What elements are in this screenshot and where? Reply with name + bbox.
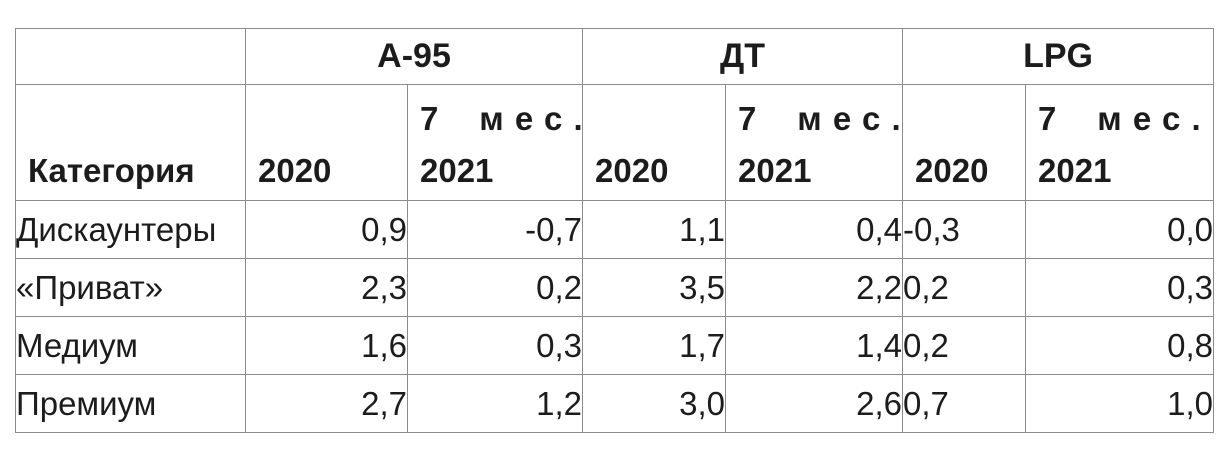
category-cell: Премиум <box>15 374 246 433</box>
header-2021-label: 2021 <box>738 152 812 190</box>
value-cell-a95-2020: 2,3 <box>245 258 408 317</box>
value-cell-lpg-2021: 1,0 <box>1025 374 1215 433</box>
value-cell-dt-2020: 1,7 <box>582 316 727 375</box>
group-header-lpg: LPG <box>902 28 1215 85</box>
category-cell: Дискаунтеры <box>15 200 246 259</box>
value-cell-a95-2021: 1,2 <box>406 374 584 433</box>
header-7mes-label: 7 мес. <box>738 100 903 138</box>
empty-corner-cell <box>15 28 246 85</box>
value-cell-lpg-2020: -0,3 <box>902 200 1027 259</box>
column-header-lpg-7mes-2021: 7 мес. 2021 <box>1025 84 1215 201</box>
group-header-dt: ДТ <box>582 28 904 85</box>
value-cell-dt-2021: 0,4 <box>725 200 904 259</box>
category-cell: «Приват» <box>15 258 246 317</box>
value-cell-lpg-2021: 0,0 <box>1025 200 1215 259</box>
value-cell-a95-2021: 0,2 <box>406 258 584 317</box>
header-2021-label: 2021 <box>420 152 494 190</box>
value-cell-a95-2020: 1,6 <box>245 316 408 375</box>
table-row-privat: «Приват» 2,3 0,2 3,5 2,2 0,2 0,3 <box>15 258 1215 317</box>
column-header-dt-7mes-2021: 7 мес. 2021 <box>725 84 904 201</box>
table-row-medium: Медиум 1,6 0,3 1,7 1,4 0,2 0,8 <box>15 316 1215 375</box>
group-header-a95: A-95 <box>244 28 584 85</box>
value-cell-dt-2021: 1,4 <box>725 316 904 375</box>
header-2021-label: 2021 <box>1038 152 1112 190</box>
category-cell: Медиум <box>15 316 246 375</box>
column-header-dt-2020: 2020 <box>582 84 727 201</box>
table-row-premium: Премиум 2,7 1,2 3,0 2,6 0,7 1,0 <box>15 374 1215 433</box>
value-cell-lpg-2020: 0,2 <box>902 258 1027 317</box>
group-header-row: A-95 ДТ LPG <box>15 28 1215 85</box>
column-header-a95-2020: 2020 <box>245 84 408 201</box>
column-header-lpg-2020: 2020 <box>902 84 1027 201</box>
value-cell-a95-2020: 2,7 <box>245 374 408 433</box>
value-cell-lpg-2021: 0,8 <box>1025 316 1215 375</box>
fuel-comparison-table: A-95 ДТ LPG Категория 2020 7 мес. 2021 2… <box>15 28 1215 433</box>
value-cell-dt-2020: 3,0 <box>582 374 727 433</box>
column-header-category: Категория <box>15 84 246 201</box>
header-7mes-label: 7 мес. <box>420 100 583 138</box>
value-cell-lpg-2021: 0,3 <box>1025 258 1215 317</box>
header-7mes-label: 7 мес. <box>1038 100 1212 138</box>
value-cell-dt-2020: 1,1 <box>582 200 727 259</box>
subheader-row: Категория 2020 7 мес. 2021 2020 7 мес. 2… <box>15 84 1215 201</box>
value-cell-a95-2021: 0,3 <box>406 316 584 375</box>
value-cell-dt-2021: 2,2 <box>725 258 904 317</box>
value-cell-dt-2020: 3,5 <box>582 258 727 317</box>
value-cell-lpg-2020: 0,2 <box>902 316 1027 375</box>
value-cell-a95-2020: 0,9 <box>245 200 408 259</box>
table-row-discounters: Дискаунтеры 0,9 -0,7 1,1 0,4 -0,3 0,0 <box>15 200 1215 259</box>
value-cell-dt-2021: 2,6 <box>725 374 904 433</box>
value-cell-a95-2021: -0,7 <box>406 200 584 259</box>
column-header-a95-7mes-2021: 7 мес. 2021 <box>406 84 584 201</box>
value-cell-lpg-2020: 0,7 <box>902 374 1027 433</box>
